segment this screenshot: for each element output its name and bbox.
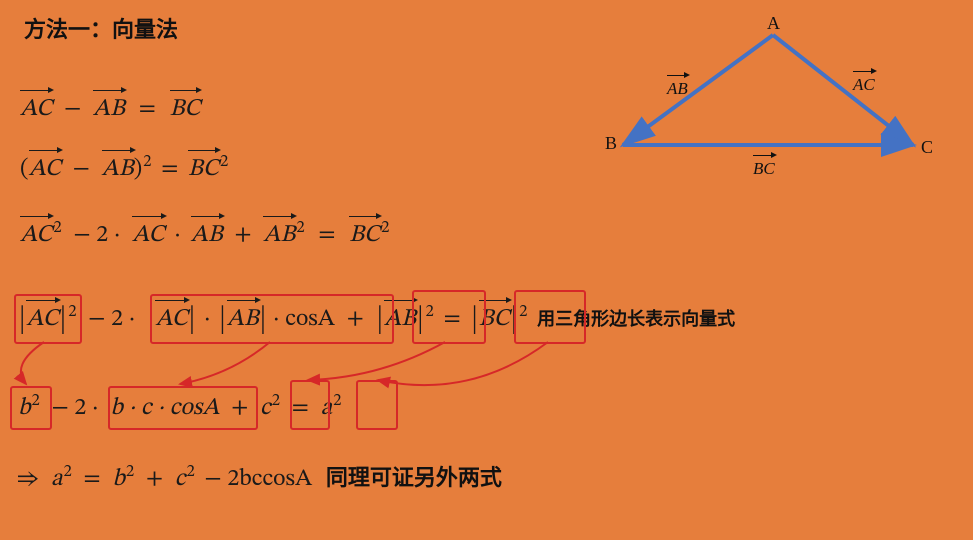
- edge-ab: [623, 35, 773, 145]
- highlight-box: [514, 290, 586, 344]
- highlight-arrow: [378, 342, 548, 385]
- highlight-arrow: [21, 342, 44, 384]
- highlight-box: [14, 294, 82, 344]
- highlight-box: [150, 294, 394, 344]
- vertex-a: A: [767, 13, 780, 34]
- edge-label-bc: BC: [753, 155, 775, 179]
- eq-line-6: ⇒ a2 = b2 + c2 − 2bccosA 同理可证另外两式: [18, 460, 502, 494]
- highlight-arrow: [180, 342, 270, 384]
- page-title: 方法一：向量法: [24, 12, 178, 44]
- highlight-box: [108, 386, 258, 430]
- eq-line-3: AC2 − 2 · AC · AB + AB2 = BC2: [20, 216, 389, 250]
- highlight-box: [412, 290, 486, 344]
- edge-label-ab: AB: [667, 75, 688, 99]
- eq-line-1: AC − AB = BC: [20, 90, 200, 124]
- highlight-box: [356, 380, 398, 430]
- triangle-diagram: A B C AB AC BC: [603, 25, 943, 185]
- highlight-box: [10, 386, 52, 430]
- edge-label-ac: AC: [853, 71, 875, 95]
- note-line-6: 同理可证另外两式: [326, 465, 502, 490]
- eq-line-2: (AC − AB)2 = BC2: [20, 150, 228, 184]
- highlight-box: [290, 380, 330, 430]
- edge-ac: [773, 35, 913, 145]
- vertex-b: B: [605, 133, 617, 154]
- highlight-arrow: [308, 342, 445, 380]
- vertex-c: C: [921, 137, 933, 158]
